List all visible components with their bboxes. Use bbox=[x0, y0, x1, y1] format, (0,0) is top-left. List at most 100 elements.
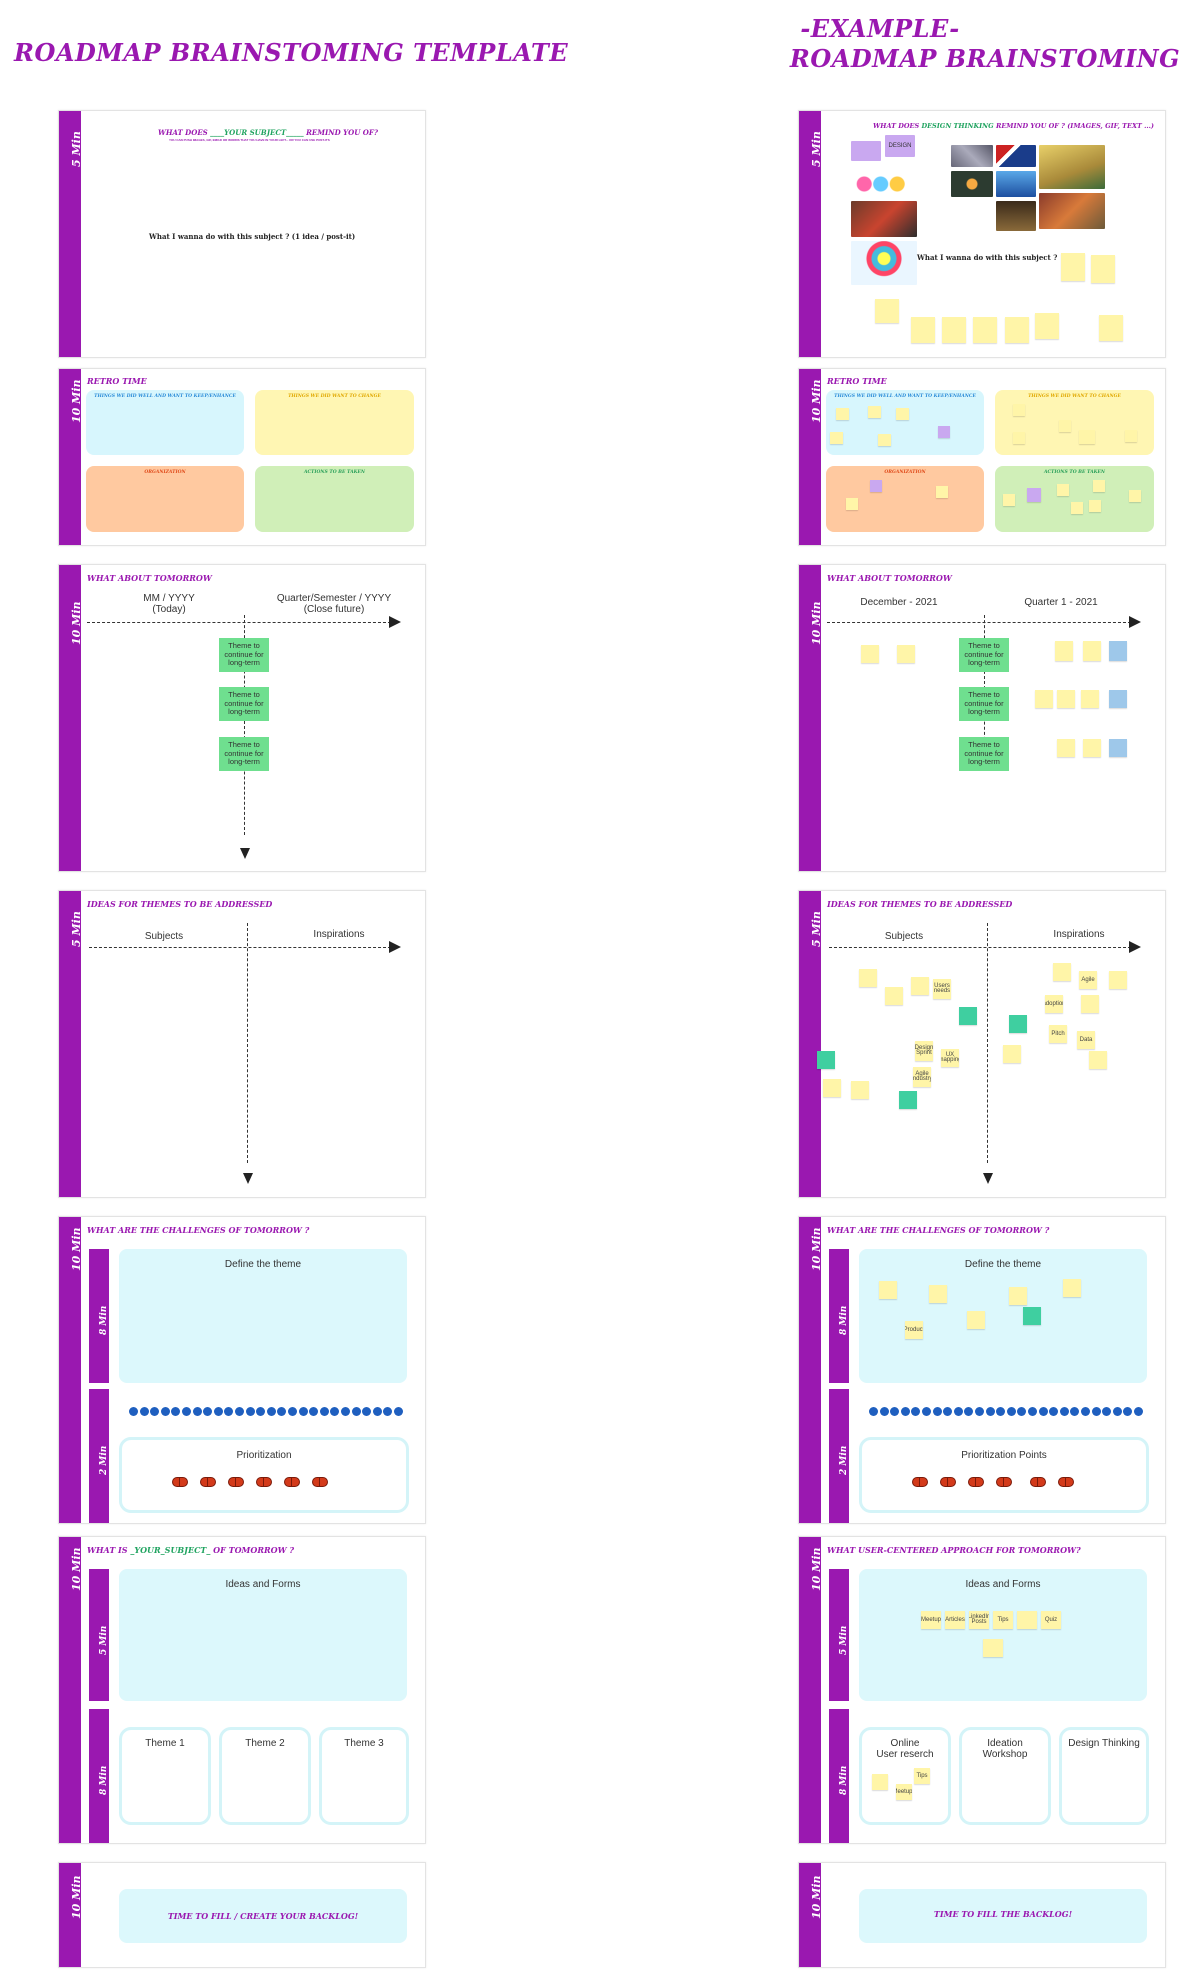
sticky-note[interactable] bbox=[1027, 488, 1041, 502]
sticky-note[interactable] bbox=[983, 1639, 1003, 1657]
sticky-note[interactable] bbox=[872, 1774, 888, 1790]
sticky-note[interactable] bbox=[973, 317, 997, 343]
sticky-note[interactable] bbox=[1035, 313, 1059, 339]
vote-dot[interactable] bbox=[1102, 1407, 1112, 1416]
sticky-note[interactable] bbox=[1099, 315, 1123, 341]
sticky-note[interactable] bbox=[897, 645, 915, 663]
vote-dot[interactable] bbox=[1059, 1407, 1069, 1416]
vote-dot[interactable] bbox=[1123, 1407, 1133, 1416]
sticky-meetup[interactable]: Meetup bbox=[921, 1611, 941, 1629]
sticky-articles[interactable]: Articles bbox=[945, 1611, 965, 1629]
sticky-note[interactable] bbox=[1079, 430, 1095, 444]
vote-dot[interactable] bbox=[256, 1407, 266, 1416]
priority-token[interactable] bbox=[256, 1477, 272, 1487]
sticky-adoption[interactable]: adoption bbox=[1045, 995, 1063, 1013]
vote-dot[interactable] bbox=[996, 1407, 1006, 1416]
priority-token[interactable] bbox=[940, 1477, 956, 1487]
image-tile[interactable] bbox=[996, 145, 1036, 167]
sticky-note[interactable] bbox=[1063, 1279, 1081, 1297]
sticky-note[interactable] bbox=[823, 1079, 841, 1097]
sticky-design-sprint[interactable]: Design Sprint bbox=[915, 1041, 933, 1061]
prioritization-box[interactable]: Prioritization bbox=[119, 1437, 409, 1513]
sticky-agile-industry[interactable]: Agile industry bbox=[913, 1067, 931, 1087]
vote-dot[interactable] bbox=[213, 1407, 223, 1416]
sticky-note[interactable] bbox=[1035, 690, 1053, 708]
sticky-note[interactable] bbox=[1009, 1015, 1027, 1033]
sticky-note[interactable] bbox=[896, 408, 909, 420]
sticky-data[interactable]: Data bbox=[1077, 1031, 1095, 1049]
sticky-note[interactable] bbox=[836, 408, 849, 420]
prioritization-box[interactable]: Prioritization Points bbox=[859, 1437, 1149, 1513]
sticky-note[interactable] bbox=[911, 977, 929, 995]
vote-dot[interactable] bbox=[985, 1407, 995, 1416]
priority-token[interactable] bbox=[228, 1477, 244, 1487]
vote-dot[interactable] bbox=[964, 1407, 974, 1416]
sticky-note[interactable] bbox=[1109, 971, 1127, 989]
sticky-note[interactable] bbox=[1055, 641, 1073, 661]
priority-token[interactable] bbox=[912, 1477, 928, 1487]
vote-dot[interactable] bbox=[330, 1407, 340, 1416]
sticky-note[interactable] bbox=[959, 1007, 977, 1025]
vote-dot[interactable] bbox=[869, 1407, 878, 1416]
design-tag[interactable]: DESIGN bbox=[885, 135, 915, 157]
sticky-note[interactable] bbox=[911, 317, 935, 343]
vote-dot[interactable] bbox=[1091, 1407, 1101, 1416]
sticky-note[interactable] bbox=[1071, 502, 1083, 514]
image-tile[interactable] bbox=[851, 201, 917, 237]
theme-box-3[interactable]: Design Thinking bbox=[1059, 1727, 1149, 1825]
sticky-note[interactable] bbox=[1057, 484, 1069, 496]
sticky-note[interactable] bbox=[846, 498, 858, 510]
vote-dot[interactable] bbox=[277, 1407, 287, 1416]
priority-token[interactable] bbox=[284, 1477, 300, 1487]
sticky-quiz[interactable]: Quiz bbox=[1041, 1611, 1061, 1629]
vote-dot[interactable] bbox=[1070, 1407, 1080, 1416]
vote-dot[interactable] bbox=[129, 1407, 138, 1416]
retro-box-actions[interactable]: ACTIONS TO BE TAKEN bbox=[995, 466, 1154, 532]
image-tile[interactable] bbox=[1039, 193, 1105, 229]
sticky-note[interactable] bbox=[879, 1281, 897, 1299]
sticky-note[interactable] bbox=[1081, 995, 1099, 1013]
sticky-tips[interactable]: Tips bbox=[993, 1611, 1013, 1629]
sticky-note[interactable] bbox=[1109, 739, 1127, 757]
theme-note[interactable]: Theme to continue for long-term bbox=[959, 638, 1009, 672]
sticky-note[interactable] bbox=[1003, 494, 1015, 506]
sticky-note[interactable] bbox=[899, 1091, 917, 1109]
sticky-note[interactable] bbox=[875, 299, 899, 323]
image-tile[interactable] bbox=[851, 241, 917, 285]
sticky-note[interactable] bbox=[868, 406, 881, 418]
sticky-note[interactable] bbox=[1081, 690, 1099, 708]
image-tile[interactable] bbox=[951, 145, 993, 167]
vote-dot[interactable] bbox=[975, 1407, 984, 1416]
sticky-note[interactable] bbox=[1089, 500, 1101, 512]
priority-token[interactable] bbox=[968, 1477, 984, 1487]
retro-box-change[interactable]: THINGS WE DID WANT TO CHANGE bbox=[995, 390, 1154, 455]
vote-dots[interactable] bbox=[869, 1407, 1149, 1417]
sticky-linkedin[interactable]: LinkedIn Posts bbox=[969, 1611, 989, 1629]
sticky-note[interactable] bbox=[1129, 490, 1141, 502]
vote-dot[interactable] bbox=[1028, 1407, 1037, 1416]
vote-dot[interactable] bbox=[1134, 1407, 1143, 1416]
vote-dot[interactable] bbox=[171, 1407, 181, 1416]
vote-dot[interactable] bbox=[372, 1407, 382, 1416]
vote-dot[interactable] bbox=[341, 1407, 350, 1416]
theme-box-1[interactable]: Theme 1 bbox=[119, 1727, 211, 1825]
retro-box-organization[interactable]: ORGANIZATION bbox=[826, 466, 984, 532]
sticky-note[interactable] bbox=[1053, 963, 1071, 981]
sticky-note[interactable] bbox=[1083, 641, 1101, 661]
sticky-pitch[interactable]: Pitch bbox=[1049, 1025, 1067, 1043]
ideas-forms-box[interactable]: Ideas and Forms Meetup Articles LinkedIn… bbox=[859, 1569, 1147, 1701]
sticky-note[interactable] bbox=[878, 434, 891, 446]
backlog-box[interactable]: TIME TO FILL / CREATE YOUR BACKLOG! bbox=[119, 1889, 407, 1943]
retro-box-keep[interactable]: THINGS WE DID WELL AND WANT TO KEEP/ENHA… bbox=[86, 390, 244, 455]
vote-dot[interactable] bbox=[203, 1407, 213, 1416]
vote-dot[interactable] bbox=[1006, 1407, 1016, 1416]
vote-dot[interactable] bbox=[943, 1407, 953, 1416]
sticky-tips[interactable]: Tips bbox=[914, 1768, 930, 1784]
sticky-note[interactable] bbox=[929, 1285, 947, 1303]
sticky-note[interactable] bbox=[1091, 255, 1115, 283]
sticky-note[interactable] bbox=[1059, 420, 1071, 432]
vote-dot[interactable] bbox=[1038, 1407, 1048, 1416]
vote-dot[interactable] bbox=[1017, 1407, 1027, 1416]
theme-note[interactable]: Theme to continue for long-term bbox=[219, 687, 269, 721]
image-tile[interactable] bbox=[996, 171, 1036, 197]
